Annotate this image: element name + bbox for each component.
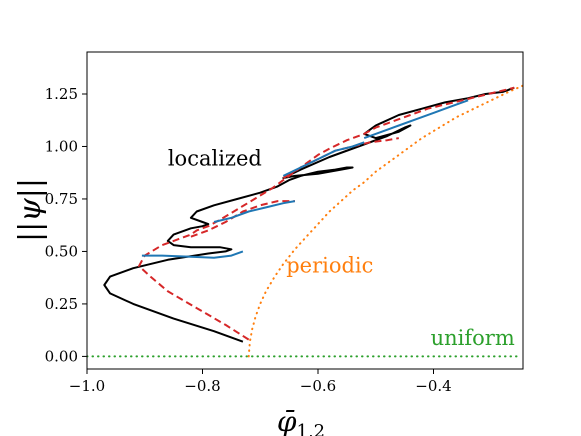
y-tick-label: 1.00	[45, 137, 78, 155]
series-line-7	[213, 200, 296, 223]
y-tick-label: 1.25	[45, 85, 78, 103]
annotation-periodic: periodic	[286, 253, 373, 277]
x-tick-label: −0.8	[184, 377, 220, 395]
annotation-localized: localized	[168, 146, 262, 170]
x-axis-title-subscript: 1,2	[296, 421, 325, 436]
x-tick-label: −1.0	[69, 377, 105, 395]
series-line-5	[282, 137, 399, 179]
series-line-2	[103, 86, 515, 343]
x-tick-label: −0.4	[415, 377, 451, 395]
x-tick-label: −0.6	[300, 377, 336, 395]
y-tick-label: 0.25	[45, 295, 78, 313]
series-line-9	[363, 99, 469, 140]
y-tick-label: 0.75	[45, 190, 78, 208]
series-line-1	[247, 84, 523, 358]
y-axis-title: ||ψ||	[13, 178, 48, 242]
annotation-layer: localized periodic uniform	[168, 146, 515, 349]
x-axis-title-main: φ̄	[277, 405, 297, 436]
ticks-layer: −1.0 −0.8 −0.6 −0.4 0.00 0.25 0.50 0.75 1.00 1.25	[45, 85, 452, 395]
series-line-8	[282, 141, 365, 177]
series-line-4	[190, 200, 295, 238]
x-axis-title: φ̄1,2	[277, 405, 325, 436]
plot-frame	[86, 51, 524, 370]
y-tick-label: 0.00	[45, 347, 78, 365]
series-line-6	[141, 250, 244, 259]
series-layer	[87, 84, 523, 358]
series-line-3	[138, 86, 515, 341]
annotation-uniform: uniform	[431, 326, 515, 350]
y-tick-label: 0.50	[45, 242, 78, 260]
